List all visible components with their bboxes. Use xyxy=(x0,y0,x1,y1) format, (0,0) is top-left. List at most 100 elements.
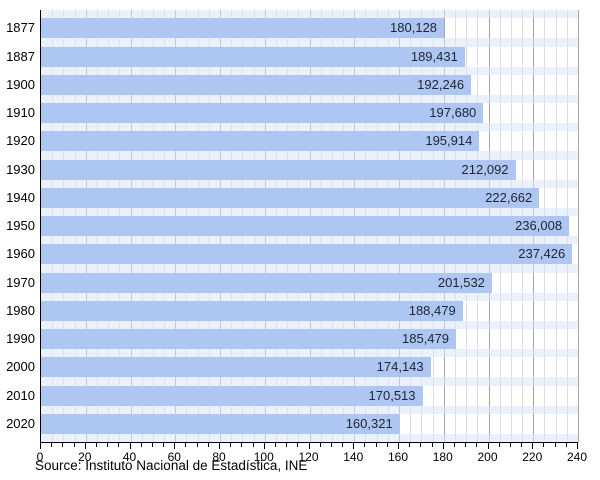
x-tick-minor xyxy=(107,443,109,447)
bar-value-label: 197,680 xyxy=(429,105,477,120)
x-tick-minor xyxy=(185,443,187,447)
gap-strip xyxy=(41,207,578,216)
x-tick-major xyxy=(442,443,444,449)
x-tick-minor xyxy=(230,443,232,447)
bar-1887: 189,431 xyxy=(41,46,465,67)
bar-value-label: 195,914 xyxy=(425,133,473,149)
x-tick-minor xyxy=(51,443,53,447)
gap-strip xyxy=(41,292,578,301)
year-label: 1910 xyxy=(6,105,35,120)
bar-1960: 237,426 xyxy=(41,244,573,265)
bar-value-label: 174,143 xyxy=(376,359,424,375)
year-label: 1920 xyxy=(6,133,35,149)
bar-1990: 185,479 xyxy=(41,329,456,349)
y-axis-line xyxy=(40,10,41,443)
gap-strip xyxy=(41,349,578,358)
x-tick-minor xyxy=(543,443,545,447)
x-tick-minor xyxy=(375,443,377,447)
x-tick-major xyxy=(398,443,399,449)
x-tick-label: 100 xyxy=(253,450,274,464)
bar-1920: 195,914 xyxy=(41,131,480,152)
bar-2010: 170,513 xyxy=(41,385,423,406)
x-tick-label: 20 xyxy=(78,450,92,464)
x-tick-minor xyxy=(62,443,64,447)
year-label: 1980 xyxy=(6,302,35,318)
x-tick-minor xyxy=(196,443,198,447)
x-tick-minor xyxy=(241,443,243,447)
gap-strip xyxy=(41,236,578,245)
x-tick-label: 40 xyxy=(122,450,137,464)
year-label: 1900 xyxy=(6,76,35,92)
x-tick-minor xyxy=(465,443,467,447)
bar-value-label: 192,246 xyxy=(417,76,465,92)
bar-value-label: 188,479 xyxy=(408,302,456,318)
gap-strip xyxy=(41,10,578,19)
x-tick-minor xyxy=(73,443,75,447)
year-label: 2020 xyxy=(6,415,35,431)
gap-strip xyxy=(41,123,578,132)
bar-value-label: 189,431 xyxy=(410,48,458,64)
x-tick-minor xyxy=(163,443,165,447)
x-tick-minor xyxy=(297,443,299,447)
x-tick-minor xyxy=(118,443,120,447)
x-tick-major xyxy=(129,443,131,449)
bar-value-label: 160,321 xyxy=(345,415,393,431)
x-tick-label: 0 xyxy=(36,450,44,464)
bar-value-label: 222,662 xyxy=(485,189,533,205)
x-tick-minor xyxy=(274,443,276,447)
x-tick-minor xyxy=(95,443,97,447)
bar-1970: 201,532 xyxy=(41,272,492,293)
x-tick-major xyxy=(532,443,534,449)
x-tick-major xyxy=(308,443,310,449)
x-tick-label: 80 xyxy=(212,450,226,464)
year-label: 1990 xyxy=(6,331,35,346)
x-tick-label: 60 xyxy=(167,450,181,464)
x-tick-label: 160 xyxy=(387,450,409,464)
year-label: 1887 xyxy=(6,48,35,64)
x-tick-label: 240 xyxy=(566,450,588,464)
x-tick-major xyxy=(577,443,578,449)
year-label: 1960 xyxy=(6,246,35,262)
x-tick-label: 140 xyxy=(343,450,364,464)
x-axis-line xyxy=(40,442,578,443)
x-tick-label: 220 xyxy=(522,450,543,464)
x-tick-minor xyxy=(420,443,422,447)
bar-value-label: 180,128 xyxy=(390,20,438,36)
x-tick-major xyxy=(174,443,176,449)
bar-1980: 188,479 xyxy=(41,300,463,321)
x-tick-minor xyxy=(286,443,288,447)
bar-value-label: 236,008 xyxy=(515,218,563,233)
x-tick-minor xyxy=(151,443,153,447)
x-tick-major xyxy=(263,443,265,449)
x-tick-minor xyxy=(319,443,321,447)
gap-strip xyxy=(41,66,578,75)
x-tick-minor xyxy=(386,443,388,447)
x-tick-minor xyxy=(565,443,567,447)
x-tick-major xyxy=(219,443,220,449)
x-tick-minor xyxy=(498,443,500,447)
year-label: 1877 xyxy=(6,20,35,36)
source-note: Source: Instituto Nacional de Estadístic… xyxy=(35,458,308,473)
x-tick-label: 200 xyxy=(477,450,498,464)
x-tick-minor xyxy=(330,443,332,447)
x-tick-label: 180 xyxy=(432,450,453,464)
x-tick-minor xyxy=(207,443,209,447)
x-tick-minor xyxy=(140,443,142,447)
x-tick-minor xyxy=(409,443,411,447)
bar-value-label: 201,532 xyxy=(437,274,485,290)
year-label: 2010 xyxy=(6,387,35,403)
x-tick-minor xyxy=(554,443,556,447)
bar-value-label: 237,426 xyxy=(518,246,566,262)
x-tick-major xyxy=(487,443,489,449)
x-tick-minor xyxy=(342,443,344,447)
gap-strip xyxy=(41,179,578,188)
bar-value-label: 170,513 xyxy=(368,387,416,403)
gridline-major xyxy=(578,10,579,442)
bar-2020: 160,321 xyxy=(41,413,400,434)
bar-1940: 222,662 xyxy=(41,187,540,208)
gap-strip xyxy=(41,433,578,442)
year-label: 1970 xyxy=(6,274,35,290)
gap-strip xyxy=(41,405,578,414)
bar-1910: 197,680 xyxy=(41,103,484,123)
